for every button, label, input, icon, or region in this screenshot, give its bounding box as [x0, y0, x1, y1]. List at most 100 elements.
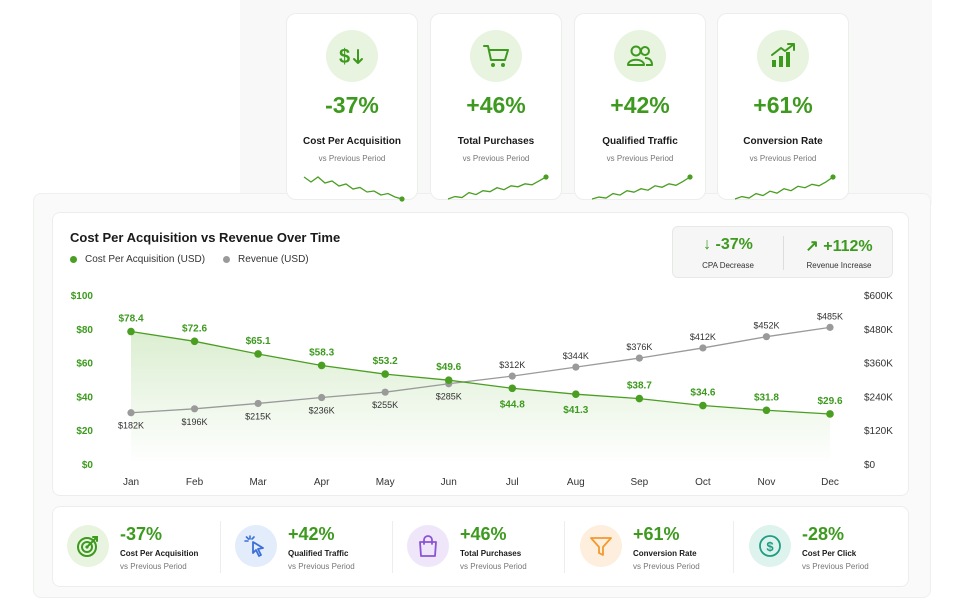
y-left-tick-label: $0 — [82, 460, 94, 471]
y-right-tick-label: $480K — [864, 325, 893, 336]
sparkline-end-point — [687, 174, 693, 180]
kpi-label: Total Purchases — [457, 136, 535, 147]
sparkline-path — [303, 176, 403, 200]
sparkline-path — [591, 176, 691, 200]
kpi-sparkline — [303, 176, 405, 202]
cpa-data-label: $65.1 — [246, 336, 271, 347]
kpi-sub: vs Previous Period — [462, 154, 530, 163]
line-chart: $0 $0 $20 $120K $40 $240K $60 $360K $80 $480K $100… — [71, 291, 893, 488]
arrow-up-right-icon: ↗ — [805, 238, 824, 255]
bottom-stat-conversion: +61% Conversion Rate vs Previous Period — [566, 507, 731, 588]
cpa-point — [254, 350, 262, 358]
cpa-point — [127, 327, 135, 336]
cpa-data-label: $31.8 — [754, 392, 779, 403]
bottom-stat-cpa: -37% Cost Per Acquisition vs Previous Pe… — [53, 507, 218, 588]
x-tick-label: Oct — [695, 477, 711, 488]
revenue-point — [762, 333, 771, 341]
dollar-down-icon: $ — [326, 30, 378, 82]
kpi-card-conversion: +61% Conversion Rate vs Previous Period — [717, 13, 849, 200]
y-right-tick-label: $360K — [864, 359, 893, 370]
y-right-tick-label: $0 — [864, 460, 876, 471]
bottom-stat-cpc: $ -28% Cost Per Click vs Previous Period — [735, 507, 900, 588]
svg-text:$: $ — [339, 46, 350, 68]
kpi-sparkline — [591, 174, 693, 200]
revenue-point — [826, 323, 834, 331]
growth-chart-icon — [757, 30, 809, 82]
revenue-point — [635, 354, 643, 362]
stat-label: Qualified Traffic — [288, 549, 349, 558]
stat-label: Conversion Rate — [633, 549, 697, 558]
legend-label: Revenue (USD) — [238, 254, 309, 265]
kpi-value: +61% — [753, 92, 813, 118]
chart-legend: Cost Per Acquisition (USD) Revenue (USD) — [70, 254, 309, 265]
cpa-line — [130, 330, 831, 415]
revenue-point — [127, 409, 135, 417]
stat-value: +42% — [288, 524, 335, 544]
arrow-down-icon: ↓ — [703, 236, 716, 253]
summary-revenue-value: ↗ +112% — [805, 238, 873, 255]
stat-sub: vs Previous Period — [633, 562, 700, 571]
legend-item-cpa: Cost Per Acquisition (USD) — [70, 254, 205, 265]
cpa-data-label: $44.8 — [500, 399, 525, 410]
summary-divider — [783, 236, 784, 270]
stat-value: -28% — [802, 524, 845, 544]
revenue-point — [190, 405, 199, 413]
y-left-tick-label: $40 — [76, 392, 93, 403]
stat-divider — [733, 521, 734, 573]
stat-sub: vs Previous Period — [460, 562, 527, 571]
sparkline-end-point — [543, 174, 549, 180]
kpi-card-purchases: +46% Total Purchases vs Previous Period — [430, 13, 562, 200]
y-left-tick-label: $20 — [76, 426, 93, 437]
revenue-point — [572, 363, 580, 371]
cpa-point — [635, 394, 644, 403]
sparkline-path — [447, 176, 547, 200]
kpi-label: Conversion Rate — [743, 136, 823, 147]
stat-sub: vs Previous Period — [288, 562, 355, 571]
kpi-sparkline — [734, 174, 836, 200]
revenue-data-label: $312K — [499, 360, 525, 370]
cpa-data-label: $78.4 — [118, 314, 143, 325]
stat-value: -37% — [120, 524, 163, 544]
y-right-tick-label: $120K — [864, 426, 893, 437]
summary-cpa-value: ↓ -37% — [703, 236, 753, 253]
revenue-point — [508, 372, 516, 380]
cpa-data-label: $38.7 — [627, 381, 652, 392]
x-tick-label: May — [376, 477, 395, 488]
users-icon — [614, 30, 666, 82]
cpa-point — [826, 410, 834, 418]
dollar-circle-icon: $ — [749, 525, 791, 567]
cpa-data-label: $34.6 — [690, 388, 715, 399]
y-left-tick-label: $80 — [76, 325, 93, 336]
cpa-data-label: $29.6 — [817, 396, 842, 407]
cart-icon — [470, 30, 522, 82]
x-tick-label: Nov — [758, 477, 776, 488]
x-tick-label: Aug — [567, 477, 585, 488]
cpa-data-label: $49.6 — [436, 362, 461, 373]
summary-revenue-label: Revenue Increase — [806, 261, 872, 270]
summary-cpa: ↓ -37% CPA Decrease — [673, 227, 783, 279]
revenue-data-label: $485K — [817, 311, 843, 321]
target-icon — [67, 525, 109, 567]
revenue-data-label: $412K — [690, 332, 716, 342]
stat-label: Total Purchases — [460, 549, 522, 558]
cpa-point — [572, 390, 580, 399]
cursor-click-icon — [235, 525, 277, 567]
y-left-tick-label: $100 — [71, 291, 94, 302]
svg-text:$: $ — [766, 539, 774, 554]
kpi-sub: vs Previous Period — [749, 154, 817, 163]
revenue-data-label: $376K — [626, 342, 652, 352]
x-tick-label: Jun — [441, 477, 457, 488]
revenue-point — [381, 388, 389, 396]
x-tick-label: Mar — [249, 477, 267, 488]
chart-title: Cost Per Acquisition vs Revenue Over Tim… — [70, 230, 341, 245]
summary-cpa-label: CPA Decrease — [702, 261, 754, 270]
revenue-point — [254, 399, 262, 408]
legend-dot-icon — [70, 256, 77, 263]
x-tick-label: Apr — [314, 477, 330, 488]
x-tick-label: Dec — [821, 477, 839, 488]
revenue-data-label: $215K — [245, 411, 271, 421]
stat-value: +61% — [633, 524, 680, 544]
x-tick-label: Sep — [630, 477, 648, 488]
kpi-value: -37% — [325, 92, 379, 118]
revenue-data-label: $196K — [182, 417, 208, 427]
